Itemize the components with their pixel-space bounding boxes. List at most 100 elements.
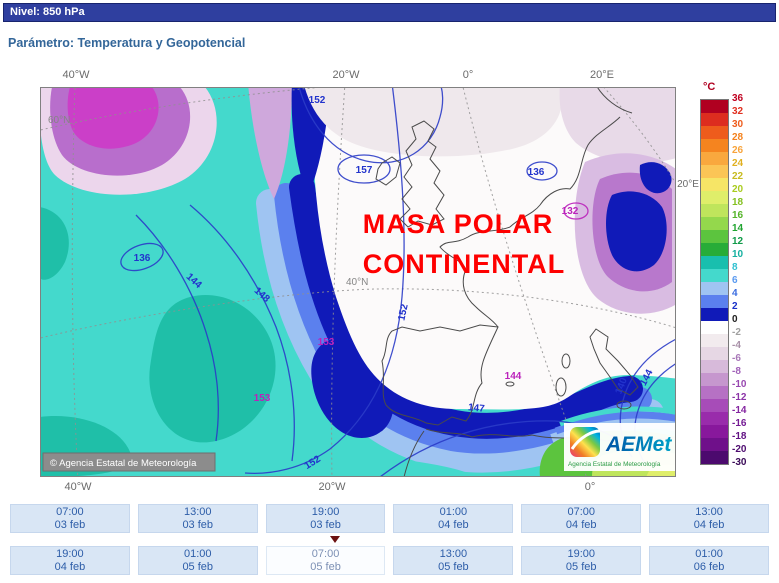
- date-label: 03 feb: [310, 518, 341, 531]
- time-button-0700-05feb[interactable]: 07:00 05 feb: [265, 546, 386, 575]
- date-label: 06 feb: [693, 560, 725, 573]
- colorbar-tick: -10: [732, 379, 747, 390]
- axis-label-bottom: 40°W: [64, 481, 92, 493]
- colorbar-tick: 10: [732, 249, 744, 260]
- colorbar-segment: [701, 100, 728, 113]
- time-label: 01:00: [695, 547, 723, 560]
- colorbar-segment: [701, 308, 728, 321]
- colorbar-tick: -12: [732, 392, 747, 403]
- time-button-1900-03feb[interactable]: 19:00 03 feb: [265, 504, 386, 533]
- time-label: 19:00: [567, 547, 595, 560]
- colorbar-segments: [700, 99, 729, 465]
- contour-label: 132: [562, 206, 579, 217]
- time-button-0700-04feb[interactable]: 07:00 04 feb: [521, 504, 642, 533]
- colorbar-tick: 30: [732, 119, 744, 130]
- time-label: 13:00: [183, 505, 212, 518]
- time-button-1900-05feb[interactable]: 19:00 05 feb: [521, 546, 642, 575]
- colorbar-segment: [701, 412, 728, 425]
- level-header: Nivel: 850 hPa: [3, 3, 776, 22]
- map-annotation: MASA POLAR CONTINENTAL: [363, 209, 565, 279]
- date-label: 03 feb: [54, 518, 86, 531]
- contour-label: 136: [134, 253, 151, 264]
- time-button-1300-03feb[interactable]: 13:00 03 feb: [137, 504, 258, 533]
- colorbar-segment: [701, 373, 728, 386]
- colorbar-segment: [701, 152, 728, 165]
- colorbar-segment: [701, 438, 728, 451]
- axis-label-bottom: 0°: [584, 481, 596, 493]
- time-button-1300-04feb[interactable]: 13:00 04 feb: [649, 504, 769, 533]
- temperature-field: [40, 87, 676, 477]
- colorbar-segment: [701, 334, 728, 347]
- time-label: 13:00: [439, 547, 468, 560]
- map-area: 40°W 20°W 0° 20°E 20°E 40°W 20°W 0°: [0, 51, 779, 497]
- colorbar-tick: -6: [732, 353, 741, 364]
- colorbar-segment: [701, 243, 728, 256]
- colorbar-segment: [701, 451, 728, 464]
- level-label: Nivel: 850 hPa: [10, 6, 85, 18]
- aemet-logo-mark: [570, 427, 600, 457]
- colorbar-segment: [701, 347, 728, 360]
- annotation-line2: CONTINENTAL: [363, 249, 565, 279]
- colorbar-unit: °C: [703, 81, 716, 93]
- annotation-line1: MASA POLAR: [363, 209, 554, 239]
- colorbar-tick: 16: [732, 210, 744, 221]
- contour-label: 147: [467, 402, 485, 415]
- colorbar-tick: -18: [732, 431, 747, 442]
- colorbar-tick: 20: [732, 184, 744, 195]
- time-button-0100-06feb[interactable]: 01:00 06 feb: [649, 546, 769, 575]
- time-label: 01:00: [439, 505, 468, 518]
- copyright-text: © Agencia Estatal de Meteorología: [50, 458, 197, 469]
- contour-label: 153: [318, 337, 335, 348]
- timeline-row-1: 19:00 04 feb 01:00 05 feb 07:00 05 feb 13:00 05…: [10, 546, 769, 575]
- colorbar-tick: 28: [732, 132, 744, 143]
- date-label: 04 feb: [54, 560, 86, 573]
- timeline: 07:00 03 feb 13:00 03 feb 19:00 03 feb 01:00 04…: [0, 504, 779, 575]
- colorbar-tick: 26: [732, 145, 744, 156]
- aemet-logo-title: AEMet: [605, 433, 672, 456]
- axis-label-top: 40°W: [62, 69, 90, 81]
- colorbar-segment: [701, 425, 728, 438]
- colorbar-tick: -8: [732, 366, 741, 377]
- date-label: 03 feb: [182, 518, 214, 531]
- date-label: 05 feb: [182, 560, 214, 573]
- colorbar-segment: [701, 126, 728, 139]
- colorbar-segment: [701, 386, 728, 399]
- time-button-0700-03feb[interactable]: 07:00 03 feb: [10, 504, 130, 533]
- contour-label: 157: [356, 165, 373, 176]
- colorbar-segment: [701, 178, 728, 191]
- coastlines: [375, 87, 676, 477]
- time-label: 01:00: [183, 547, 212, 560]
- lat-label-40n: 40°N: [346, 277, 368, 288]
- timeline-row-0: 07:00 03 feb 13:00 03 feb 19:00 03 feb 01:00 04…: [10, 504, 769, 533]
- axis-label-right: 20°E: [677, 179, 699, 190]
- date-label: 05 feb: [565, 560, 597, 573]
- colorbar-tick: 18: [732, 197, 744, 208]
- contour-label: 136: [528, 167, 545, 178]
- axis-label-top: 20°E: [590, 69, 614, 81]
- weather-map: 60°N 40°N: [40, 87, 676, 477]
- time-button-0100-04feb[interactable]: 01:00 04 feb: [393, 504, 514, 533]
- time-label: 07:00: [567, 505, 595, 518]
- time-label: 13:00: [695, 505, 723, 518]
- colorbar-segment: [701, 165, 728, 178]
- copyright-label: © Agencia Estatal de Meteorología: [42, 452, 216, 472]
- contour-label: 144: [505, 371, 522, 382]
- time-button-1300-05feb[interactable]: 13:00 05 feb: [393, 546, 514, 575]
- parameter-label: Parámetro: Temperatura y Geopotencial: [8, 36, 246, 50]
- colorbar-segment: [701, 230, 728, 243]
- colorbar-tick: 32: [732, 106, 744, 117]
- colorbar-segment: [701, 399, 728, 412]
- colorbar-segment: [701, 217, 728, 230]
- colorbar-segment: [701, 204, 728, 217]
- colorbar-segment: [701, 360, 728, 373]
- colorbar-segment: [701, 256, 728, 269]
- colorbar-tick: -20: [732, 444, 747, 455]
- contour-label: 153: [254, 393, 271, 404]
- colorbar-tick: 14: [732, 223, 744, 234]
- axis-label-bottom: 20°W: [318, 481, 346, 493]
- time-button-0100-05feb[interactable]: 01:00 05 feb: [137, 546, 258, 575]
- time-button-1900-04feb[interactable]: 19:00 04 feb: [10, 546, 130, 575]
- selected-time-marker-icon: [330, 536, 340, 543]
- contour-label: 152: [309, 95, 326, 106]
- map-frame: [40, 87, 676, 477]
